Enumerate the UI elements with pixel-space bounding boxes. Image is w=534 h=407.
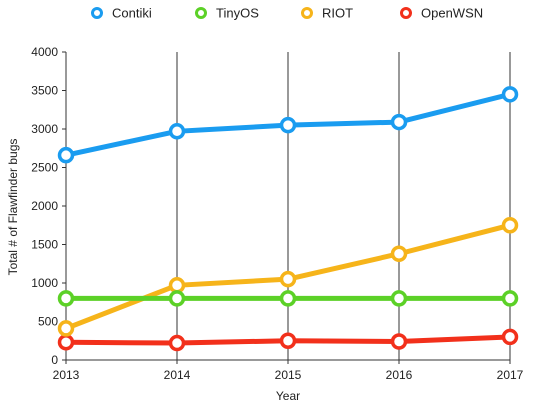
legend-item-tinyos: TinyOS [195,6,259,21]
legend-item-openwsn: OpenWSN [400,6,483,21]
axes: 0 500 1000 1500 2000 2500 3000 3500 4000 2013 2014… [31,45,523,382]
data-point-tinyos [390,290,408,307]
y-tick-label: 1000 [31,276,58,290]
series-tinyos [57,290,519,307]
y-tick-label: 2500 [31,161,58,175]
data-point-contiki [501,86,519,103]
y-tick-label: 3500 [31,84,58,98]
data-point-openwsn [168,334,186,352]
series-openwsn [57,328,519,352]
data-point-tinyos [501,290,519,307]
data-point-tinyos [57,290,75,307]
data-point-riot [279,270,297,288]
data-point-contiki [279,116,297,134]
data-point-contiki [57,146,75,164]
series-layer [57,86,519,352]
legend-marker [400,7,412,19]
x-axis-title: Year [276,389,300,403]
series-contiki [57,86,519,164]
data-point-contiki [168,123,186,140]
y-tick-label: 2000 [31,199,58,213]
legend-marker [195,7,207,19]
legend-marker [91,7,103,19]
data-point-tinyos [279,290,297,307]
y-tick-label: 500 [38,315,58,329]
legend-label: Contiki [112,6,152,21]
legend-label: TinyOS [216,6,259,21]
data-point-openwsn [57,334,75,351]
legend: Contiki TinyOS RIOT OpenWSN [91,6,483,21]
data-point-openwsn [279,332,297,349]
data-point-riot [57,320,75,337]
y-tick-label: 3000 [31,122,58,136]
legend-label: RIOT [322,6,353,21]
grid [176,52,511,360]
y-tick-label: 1500 [31,238,58,252]
x-tick-label: 2015 [275,368,302,382]
data-point-openwsn [390,333,408,350]
y-tick-label: 0 [51,353,58,367]
data-point-riot [168,277,186,294]
x-tick-label: 2017 [497,368,524,382]
data-point-openwsn [501,328,519,346]
data-point-contiki [390,113,408,131]
x-tick-label: 2013 [53,368,80,382]
x-tick-label: 2014 [164,368,191,382]
y-tick-label: 4000 [31,45,58,59]
y-axis-title: Total # of Flawfinder bugs [6,139,20,276]
data-point-riot [390,245,408,262]
legend-item-riot: RIOT [301,6,353,21]
legend-marker [301,7,313,19]
legend-item-contiki: Contiki [91,6,152,21]
data-point-riot [501,217,519,234]
x-tick-label: 2016 [386,368,413,382]
data-point-tinyos [168,290,186,307]
legend-label: OpenWSN [421,6,483,21]
